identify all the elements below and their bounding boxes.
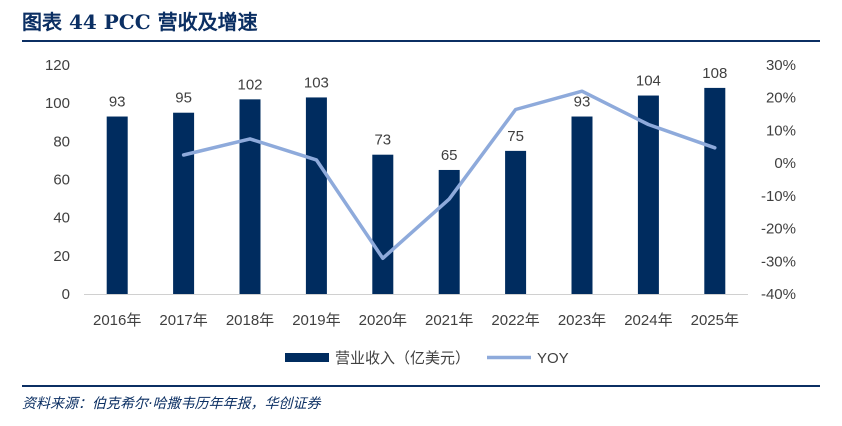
source-note: 资料来源：伯克希尔·哈撒韦历年年报，华创证券 (22, 396, 321, 412)
y-right-tick-label: -10% (761, 188, 796, 205)
x-tick-label: 2024年 (624, 312, 672, 329)
y-left-tick-label: 60 (53, 172, 70, 189)
legend-line-label: YOY (537, 350, 569, 367)
revenue-bar (239, 99, 261, 294)
yoy-line (181, 89, 717, 261)
bar-data-label: 93 (574, 94, 591, 111)
bar-data-label: 103 (304, 74, 329, 91)
y-right-tick-label: 30% (766, 57, 796, 74)
legend-bar-swatch (285, 353, 329, 362)
revenue-bar (305, 97, 327, 294)
revenue-bar (438, 169, 460, 294)
revenue-bar (704, 87, 726, 295)
x-tick-label: 2016年 (93, 312, 141, 329)
y-left-tick-label: 80 (53, 133, 70, 150)
revenue-bar (372, 154, 394, 294)
y-right-tick-label: 10% (766, 122, 796, 139)
revenue-bar (637, 95, 659, 295)
y-right-tick-label: -30% (761, 253, 796, 270)
x-tick-label: 2020年 (359, 312, 407, 329)
x-tick-label: 2019年 (292, 312, 340, 329)
title-rule (22, 40, 820, 42)
y-left-tick-label: 0 (62, 286, 70, 303)
bar-data-label: 75 (507, 128, 524, 145)
legend-bar-label: 营业收入（亿美元） (335, 350, 470, 367)
y-left-tick-label: 20 (53, 248, 70, 265)
y-right-tick-label: 0% (774, 155, 796, 172)
x-tick-label: 2021年 (425, 312, 473, 329)
x-tick-label: 2022年 (491, 312, 539, 329)
y-left-tick-label: 40 (53, 210, 70, 227)
bar-data-label: 108 (702, 65, 727, 82)
bar-data-label: 95 (175, 90, 192, 107)
revenue-bar (505, 150, 527, 294)
bar-data-label: 73 (374, 132, 391, 149)
revenue-bar (571, 116, 593, 295)
x-tick-label: 2025年 (691, 312, 739, 329)
x-tick-label: 2023年 (558, 312, 606, 329)
y-right-tick-label: -40% (761, 286, 796, 303)
x-tick-label: 2017年 (159, 312, 207, 329)
bar-data-label: 65 (441, 147, 458, 164)
chart-title: 图表 44 PCC 营收及增速 (22, 10, 258, 34)
bar-data-label: 93 (109, 94, 126, 111)
x-tick-label: 2018年 (226, 312, 274, 329)
footer-rule (22, 385, 820, 387)
y-left-tick-label: 100 (45, 95, 70, 112)
bar-data-label: 102 (237, 76, 262, 93)
y-left-tick-label: 120 (45, 57, 70, 74)
y-right-tick-label: -20% (761, 221, 796, 238)
revenue-bar (173, 112, 195, 294)
revenue-bar (106, 116, 128, 295)
y-right-tick-label: 20% (766, 90, 796, 107)
bar-data-label: 104 (636, 73, 661, 90)
